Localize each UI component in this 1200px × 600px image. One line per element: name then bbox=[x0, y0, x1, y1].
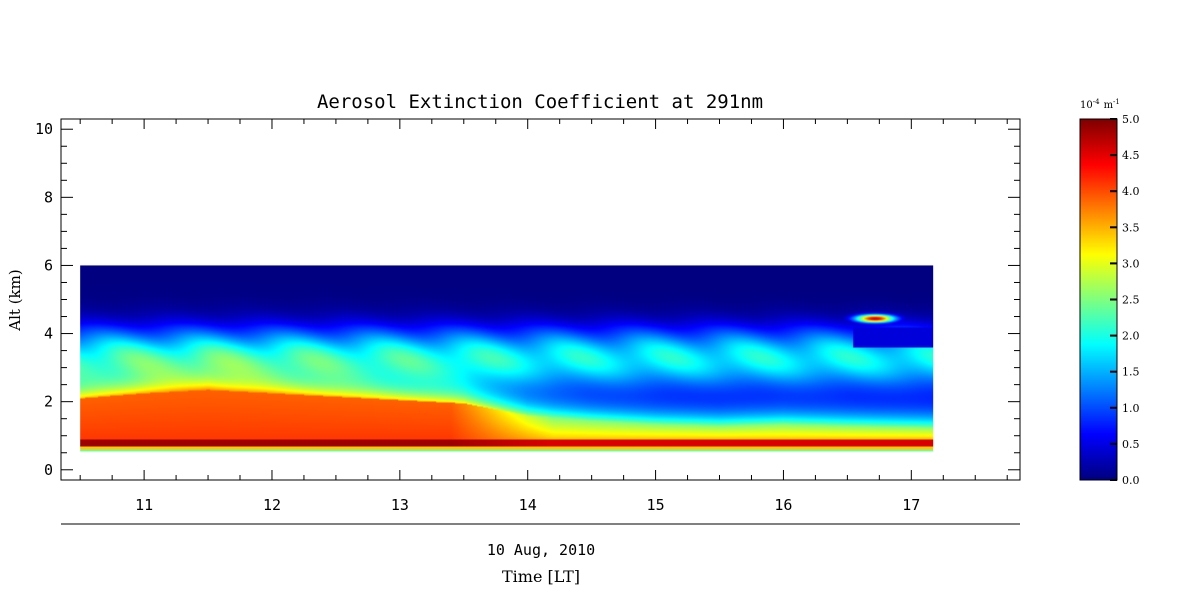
x-tick-label: 11 bbox=[135, 496, 153, 514]
colorbar-tick-label: 2.0 bbox=[1122, 330, 1140, 343]
colorbar-tick-label: 3.5 bbox=[1122, 221, 1140, 234]
colorbar-tick-label: 1.0 bbox=[1122, 402, 1140, 415]
colorbar-unit-name: m bbox=[1104, 100, 1114, 111]
y-axis-ticks: 0 2 4 6 8 10 bbox=[35, 120, 1020, 479]
date-label: 10 Aug, 2010 bbox=[487, 541, 595, 559]
y-tick-label: 6 bbox=[44, 256, 53, 274]
colorbar-unit-exp: -4 bbox=[1093, 98, 1100, 106]
y-tick-label: 10 bbox=[35, 120, 53, 138]
heatmap-layer bbox=[80, 265, 934, 452]
colorbar: 10-4 m-1 0.0 0.5 1.0 1.5 2.0 2.5 3.0 3.5 4.0 4.5 5.… bbox=[1079, 98, 1140, 487]
colorbar-tick-label: 3.0 bbox=[1122, 257, 1140, 270]
y-tick-label: 8 bbox=[44, 188, 53, 206]
y-tick-label: 2 bbox=[44, 393, 53, 411]
x-axis-ticks: 11 12 13 14 15 16 17 bbox=[79, 119, 1008, 514]
colorbar-tick-label: 4.5 bbox=[1122, 149, 1140, 162]
colorbar-tick-label: 4.0 bbox=[1122, 185, 1140, 198]
x-tick-label: 15 bbox=[647, 496, 665, 514]
y-tick-label: 0 bbox=[44, 461, 53, 479]
x-tick-label: 16 bbox=[774, 496, 792, 514]
x-tick-label: 12 bbox=[263, 496, 281, 514]
y-tick-label: 4 bbox=[44, 325, 53, 343]
y-axis-label: Alt (km) bbox=[6, 269, 24, 331]
colorbar-unit-label: 10-4 m-1 bbox=[1080, 98, 1120, 111]
colorbar-tick-label: 1.5 bbox=[1122, 366, 1140, 379]
x-tick-label: 13 bbox=[391, 496, 409, 514]
colorbar-tick-label: 5.0 bbox=[1122, 113, 1140, 126]
heatmap-image bbox=[80, 265, 934, 452]
x-axis-label: Time [LT] bbox=[502, 567, 580, 586]
colorbar-unit-name-exp: -1 bbox=[1113, 98, 1120, 106]
x-tick-label: 14 bbox=[519, 496, 537, 514]
colorbar-tick-label: 0.0 bbox=[1122, 474, 1140, 487]
chart-title: Aerosol Extinction Coefficient at 291nm bbox=[317, 91, 763, 113]
colorbar-tick-label: 0.5 bbox=[1122, 438, 1140, 451]
colorbar-unit-base: 10 bbox=[1080, 100, 1093, 111]
x-tick-label: 17 bbox=[902, 496, 920, 514]
colorbar-ticks: 0.0 0.5 1.0 1.5 2.0 2.5 3.0 3.5 4.0 4.5 5.0 bbox=[1110, 113, 1140, 487]
colorbar-tick-label: 2.5 bbox=[1122, 294, 1140, 307]
